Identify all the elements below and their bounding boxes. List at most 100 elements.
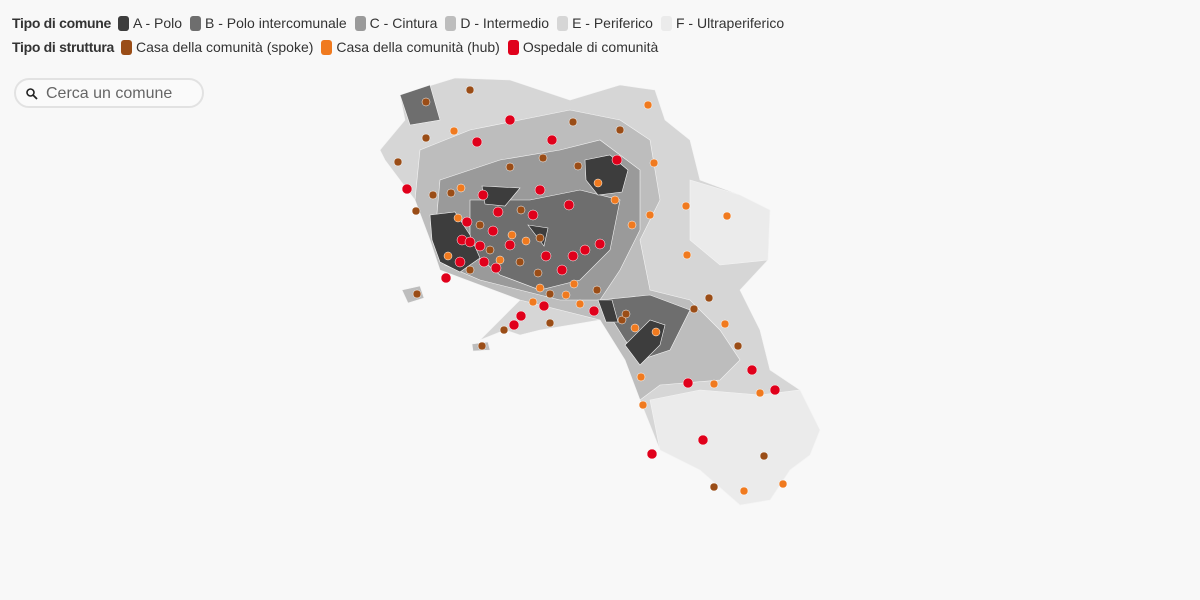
structure-dot xyxy=(449,126,459,136)
structure-dot xyxy=(515,310,527,322)
legend-item: Casa della comunità (spoke) xyxy=(120,39,314,55)
structure-dot xyxy=(627,220,637,230)
structure-dot xyxy=(720,319,730,329)
structure-dot xyxy=(534,184,546,196)
structure-dot xyxy=(446,188,456,198)
legend-swatch xyxy=(660,15,672,31)
legend-item: F - Ultraperiferico xyxy=(660,15,785,31)
structure-dot xyxy=(504,239,516,251)
region xyxy=(689,179,771,266)
structure-dot xyxy=(643,100,653,110)
structure-dot xyxy=(535,233,545,243)
structure-dot xyxy=(495,255,505,265)
legend-label: Casa della comunità (hub) xyxy=(336,39,500,55)
structure-dot xyxy=(594,238,606,250)
structure-dot xyxy=(485,245,495,255)
legend-swatch xyxy=(120,39,132,55)
structure-dot xyxy=(569,279,579,289)
structure-dot xyxy=(527,209,539,221)
structure-dot xyxy=(621,309,631,319)
legend-item: Ospedale di comunità xyxy=(507,39,659,55)
structure-dot xyxy=(475,220,485,230)
structure-dot xyxy=(478,256,490,268)
legend-label: Ospedale di comunità xyxy=(522,39,659,55)
structure-dot xyxy=(588,305,600,317)
structure-dot xyxy=(556,264,568,276)
legend-item: C - Cintura xyxy=(354,15,437,31)
structure-dot xyxy=(505,162,515,172)
structure-dot xyxy=(610,195,620,205)
structure-dot xyxy=(508,319,520,331)
structure-dot xyxy=(393,157,403,167)
legend-item: B - Polo intercomunale xyxy=(190,15,347,31)
structure-dot xyxy=(428,190,438,200)
structure-dot xyxy=(443,251,453,261)
search-icon xyxy=(26,88,38,100)
legend-item: E - Periferico xyxy=(557,15,653,31)
structure-dot xyxy=(401,183,413,195)
structure-dot xyxy=(733,341,743,351)
legend-swatch xyxy=(354,15,366,31)
structure-dot xyxy=(487,225,499,237)
legend-label: Casa della comunità (spoke) xyxy=(135,39,314,55)
structure-dot xyxy=(778,479,788,489)
structure-dot xyxy=(755,388,765,398)
structure-dot xyxy=(615,125,625,135)
search-input[interactable] xyxy=(44,84,198,104)
structure-dot xyxy=(573,161,583,171)
legend-label: F - Ultraperiferico xyxy=(675,15,785,31)
structure-dot xyxy=(528,297,538,307)
structure-dot xyxy=(593,178,603,188)
legend-swatch xyxy=(321,39,333,55)
structure-dot xyxy=(704,293,714,303)
structure-dot xyxy=(516,205,526,215)
structure-dot xyxy=(492,206,504,218)
structure-dot xyxy=(454,256,466,268)
search-box[interactable] xyxy=(14,78,204,108)
structure-dot xyxy=(507,230,517,240)
legend-swatch xyxy=(445,15,457,31)
structure-dot xyxy=(412,289,422,299)
structures xyxy=(393,85,788,496)
structure-dot xyxy=(545,318,555,328)
structure-dot xyxy=(521,236,531,246)
legend-row: Tipo di struttura Casa della comunità (sp… xyxy=(12,35,792,59)
structure-dot xyxy=(689,304,699,314)
structure-dot xyxy=(561,290,571,300)
legend-item: A - Polo xyxy=(118,15,182,31)
structure-dot xyxy=(649,158,659,168)
legend-title: Tipo di struttura xyxy=(12,39,114,55)
legend-swatch xyxy=(118,15,129,31)
structure-dot xyxy=(533,268,543,278)
structure-dot xyxy=(592,285,602,295)
structure-dot xyxy=(538,153,548,163)
structure-dot xyxy=(722,211,732,221)
structure-dot xyxy=(611,154,623,166)
structure-dot xyxy=(636,372,646,382)
structure-dot xyxy=(638,400,648,410)
structure-dot xyxy=(697,434,709,446)
structure-dot xyxy=(499,325,509,335)
structure-dot xyxy=(651,327,661,337)
structure-dot xyxy=(461,216,473,228)
structure-dot xyxy=(515,257,525,267)
legend-label: B - Polo intercomunale xyxy=(205,15,347,31)
structure-dot xyxy=(682,250,692,260)
structure-dot xyxy=(477,341,487,351)
legend-label: A - Polo xyxy=(133,15,183,31)
structure-dot xyxy=(421,133,431,143)
legend-label: D - Intermedio xyxy=(460,15,550,31)
structure-dot xyxy=(546,134,558,146)
structure-dot xyxy=(504,114,516,126)
region xyxy=(649,389,821,506)
structure-dot xyxy=(545,289,555,299)
structure-dot xyxy=(465,85,475,95)
structure-dot xyxy=(453,213,463,223)
structure-dot xyxy=(535,283,545,293)
structure-dot xyxy=(646,448,658,460)
structure-dot xyxy=(746,364,758,376)
legend-label: E - Periferico xyxy=(572,15,653,31)
structure-dot xyxy=(567,250,579,262)
legend-swatch xyxy=(507,39,519,55)
